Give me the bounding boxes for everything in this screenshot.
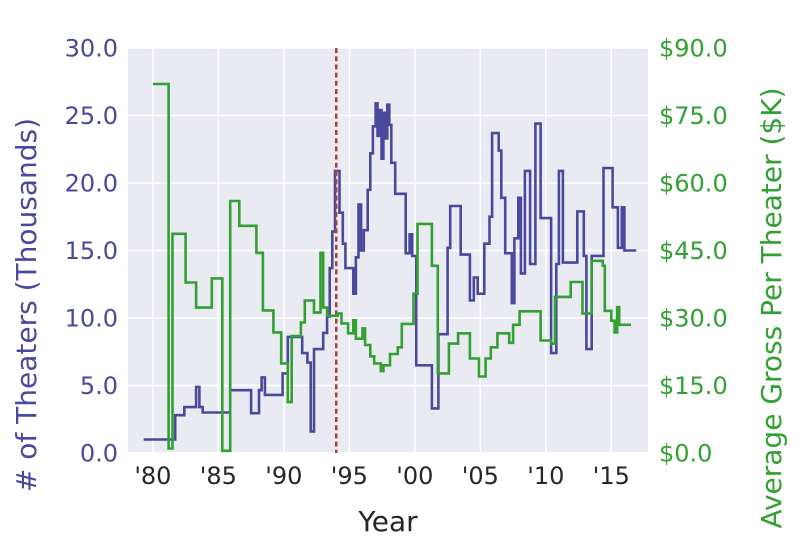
left-axis-tick-label: 30.0 <box>65 35 118 63</box>
right-axis-tick-label: $75.0 <box>659 102 728 130</box>
left-axis-tick-label: 25.0 <box>65 102 118 130</box>
right-axis-tick-label: $15.0 <box>659 372 728 400</box>
x-axis-tick-label: '95 <box>331 462 368 490</box>
right-axis-tick-label: $60.0 <box>659 170 728 198</box>
x-axis-tick-label: '05 <box>462 462 499 490</box>
x-axis-tick-label: '90 <box>265 462 302 490</box>
x-axis-tick-label: '15 <box>593 462 630 490</box>
left-axis-tick-label: 5.0 <box>80 372 118 400</box>
x-axis-tick-label: '80 <box>134 462 171 490</box>
theaters-line <box>143 102 637 441</box>
right-axis-tick-label: $90.0 <box>659 35 728 63</box>
right-axis-tick-label: $45.0 <box>659 237 728 265</box>
avg-gross-line <box>152 82 631 453</box>
x-axis-title: Year <box>358 505 418 538</box>
right-axis-tick-label: $0.0 <box>659 440 712 468</box>
left-axis-tick-label: 20.0 <box>65 170 118 198</box>
x-axis-tick-label: '10 <box>527 462 564 490</box>
x-axis-tick-label: '00 <box>396 462 433 490</box>
x-axis-tick-label: '85 <box>200 462 237 490</box>
left-axis-tick-label: 15.0 <box>65 237 118 265</box>
left-axis-title: # of Theaters (Thousands) <box>10 117 43 493</box>
right-axis-tick-label: $30.0 <box>659 305 728 333</box>
left-axis-tick-label: 10.0 <box>65 305 118 333</box>
right-axis-title: Average Gross Per Theater ($K) <box>755 87 788 529</box>
left-axis-tick-label: 0.0 <box>80 440 118 468</box>
